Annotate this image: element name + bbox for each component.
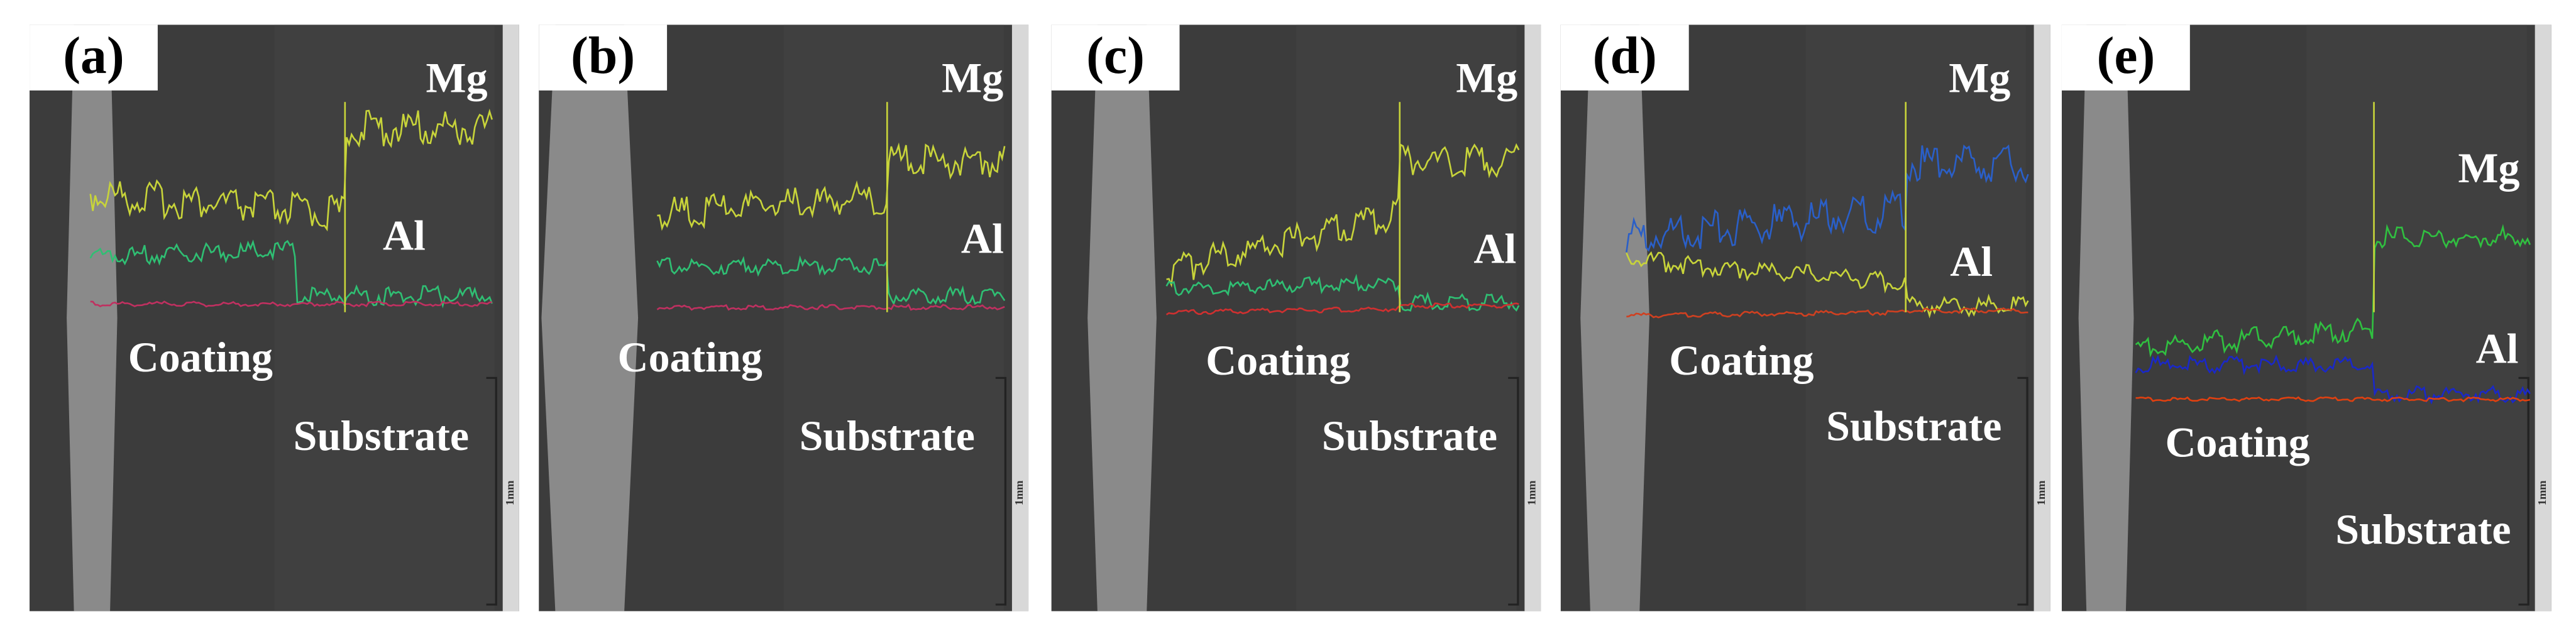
side-bar (1524, 25, 1541, 612)
scale-bar-label: 1mm (1526, 480, 1538, 505)
element-label: Mg (1949, 53, 2010, 101)
line-scan (1166, 143, 1520, 288)
sem-panel: 1mm (b) Mg Al Coating Substrate (539, 25, 1029, 612)
substrate-label: Substrate (294, 412, 469, 459)
scale-bar (486, 376, 497, 606)
coating-layer (67, 25, 118, 612)
label-box (1051, 25, 1180, 91)
substrate-label: Substrate (1322, 412, 1497, 459)
label-box (30, 25, 158, 91)
line-scan (89, 108, 493, 232)
sem-panel: 1mm (e) Mg Al Coating Substrate (2061, 25, 2551, 612)
scale-bar-label: 1mm (504, 480, 516, 505)
scale-bar-label: 1mm (2035, 480, 2047, 505)
element-label: Al (383, 211, 426, 259)
scale-bar (1508, 376, 1519, 606)
scale-bar (995, 376, 1007, 606)
panel-label: (c) (1086, 26, 1145, 85)
panel-label: (b) (571, 26, 635, 85)
element-label: Al (1950, 238, 1993, 285)
element-label: Al (961, 215, 1004, 263)
scale-bar (2518, 376, 2529, 606)
label-box (1560, 25, 1689, 91)
substrate-label: Substrate (800, 412, 975, 459)
micrograph-texture (2306, 25, 2527, 612)
line-scan (1626, 144, 2029, 253)
line-scan (90, 300, 492, 308)
element-label: Al (1473, 224, 1516, 272)
line-scan (2135, 396, 2531, 403)
line-scan (656, 303, 1005, 311)
coating-label: Coating (128, 333, 273, 381)
panel-label: (e) (2096, 26, 2155, 85)
element-label: Al (2476, 325, 2519, 373)
substrate-label: Substrate (1826, 402, 2001, 450)
line-scan (657, 142, 1006, 231)
element-label: Mg (426, 53, 488, 101)
coating-layer (1580, 25, 1649, 612)
panel-label: (d) (1593, 26, 1657, 85)
coating-label: Coating (618, 333, 762, 381)
line-scan (2135, 354, 2531, 405)
sem-panel: 1mm (a) Mg Al Coating Substrate (30, 25, 519, 612)
side-bar (2034, 25, 2050, 612)
coating-layer (1087, 25, 1157, 612)
line-scan (1626, 307, 2028, 319)
side-bar (1011, 25, 1029, 612)
line-scan (89, 239, 493, 309)
micrograph-texture (783, 25, 1005, 612)
micrograph-texture (1805, 25, 2026, 612)
panel-label: (a) (63, 26, 124, 85)
coating-label: Coating (1206, 336, 1350, 384)
line-scan (1165, 302, 1519, 316)
substrate-label: Substrate (2335, 505, 2511, 553)
side-bar (502, 25, 519, 612)
coating-label: Coating (2165, 419, 2309, 466)
sem-panel: 1mm (c) Mg Al Coating Substrate (1051, 25, 1541, 612)
line-scan (1165, 273, 1520, 312)
micrograph-texture (1296, 25, 1517, 612)
scale-bar-label: 1mm (1013, 480, 1025, 505)
line-scan (656, 255, 1006, 306)
label-box (539, 25, 668, 91)
coating-layer (541, 25, 639, 612)
label-box (2061, 25, 2190, 91)
element-label: Mg (1456, 53, 1517, 101)
micrograph-texture (274, 25, 495, 612)
scale-bar (2017, 376, 2028, 606)
coating-label: Coating (1669, 336, 1814, 384)
line-scan (2135, 224, 2531, 358)
coating-layer (2078, 25, 2134, 612)
element-label: Mg (942, 53, 1003, 101)
scale-bar-label: 1mm (2536, 480, 2548, 505)
element-label: Mg (2458, 144, 2519, 192)
side-bar (2535, 25, 2551, 612)
